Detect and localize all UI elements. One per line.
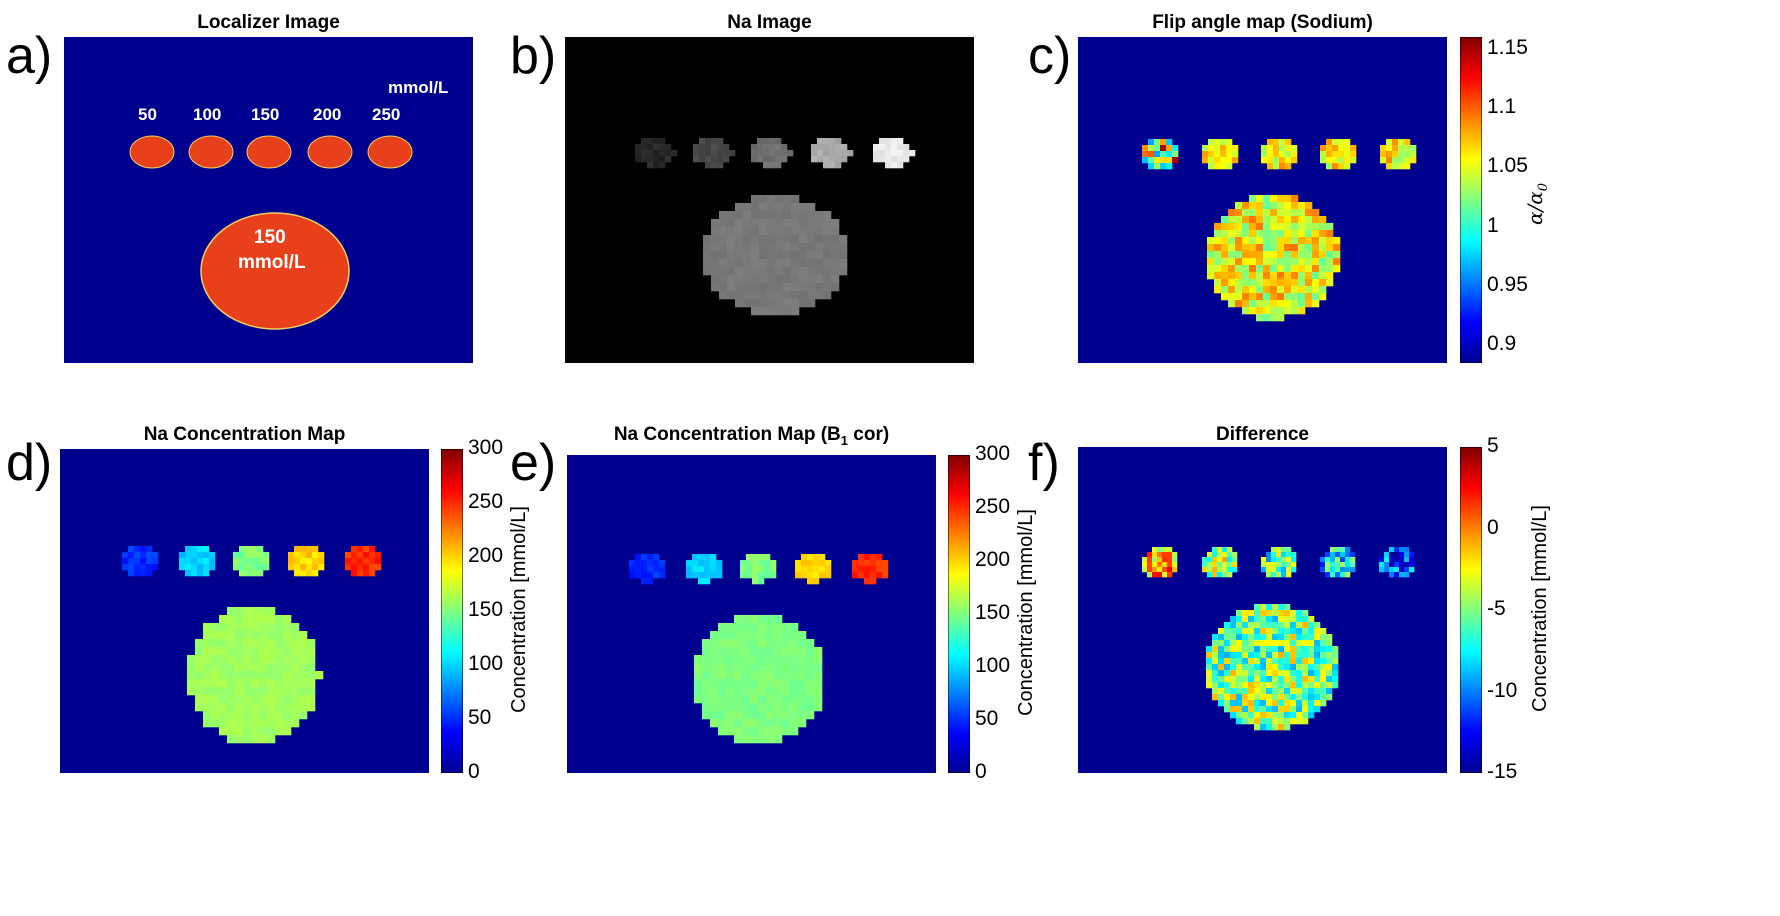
conc-vial	[179, 546, 216, 577]
flip-angle-map	[1078, 37, 1447, 363]
title-localizer: Localizer Image	[197, 12, 340, 33]
conc-b1-vial	[852, 554, 889, 585]
flip-colorbar-tick: 0.9	[1487, 332, 1517, 356]
conc-b1-vial	[795, 554, 832, 585]
title-flip-angle: Flip angle map (Sodium)	[1152, 12, 1373, 33]
localizer-vial	[367, 135, 413, 169]
vial-label-3: 150	[251, 105, 280, 124]
panel-letter-e: e)	[510, 434, 557, 492]
na-conc-colorbar	[441, 449, 463, 773]
diff-colorbar-tick: 0	[1487, 515, 1499, 539]
diff-vial	[1202, 547, 1238, 578]
flip-vial	[1202, 139, 1239, 170]
panel-letter-b: b)	[510, 27, 557, 85]
diff-vial	[1320, 547, 1356, 578]
flip-vial	[1320, 139, 1357, 170]
conc-colorbar-tick: 50	[468, 706, 492, 729]
diff-vial	[1261, 547, 1297, 578]
colorbar-label-e: Concentration [mmol/L]	[1014, 509, 1037, 716]
conc-colorbar-tick: 100	[468, 652, 504, 675]
conc-vial	[288, 546, 325, 577]
title-na-image: Na Image	[727, 12, 812, 33]
na-image	[565, 37, 974, 363]
diff-colorbar-tick: -5	[1487, 597, 1506, 620]
diff-phantom	[1206, 604, 1339, 731]
conc-b1-colorbar-tick: 250	[975, 495, 1011, 518]
vial-label-2: 100	[193, 105, 222, 124]
conc-colorbar-tick: 300	[468, 436, 504, 459]
title-na-conc: Na Concentration Map	[143, 424, 346, 445]
conc-b1-colorbar-tick: 300	[975, 442, 1011, 465]
panel-letter-c: c)	[1028, 27, 1072, 85]
na-conc-b1-colorbar	[948, 455, 970, 773]
na-conc-map-b1	[567, 455, 936, 773]
vial-label-5: 250	[372, 105, 401, 124]
phantom-label-value: 150	[254, 227, 286, 248]
diff-colorbar-tick: -15	[1487, 760, 1518, 783]
difference-map	[1078, 447, 1447, 773]
localizer-vial	[307, 135, 353, 169]
na-vial	[873, 138, 916, 169]
title-na-conc-b1: Na Concentration Map (B1 cor)	[613, 424, 890, 448]
vial-label-1: 50	[138, 105, 157, 124]
conc-b1-colorbar-tick: 150	[975, 601, 1011, 624]
conc-colorbar-tick: 200	[468, 544, 504, 567]
flip-colorbar-tick: 1.15	[1487, 35, 1528, 59]
flip-colorbar-tick: 1	[1487, 213, 1499, 237]
panel-letter-a: a)	[6, 27, 53, 85]
conc-b1-vial	[629, 554, 666, 585]
difference-colorbar	[1460, 447, 1482, 773]
colorbar-label-flip: α/α0	[1523, 182, 1552, 226]
flip-vial	[1261, 139, 1298, 170]
conc-phantom	[187, 607, 324, 744]
unit-label: mmol/L	[388, 78, 449, 97]
conc-vial	[233, 546, 270, 577]
colorbar-label-f: Concentration [mmol/L]	[1528, 505, 1551, 712]
vial-label-4: 200	[313, 105, 342, 124]
conc-colorbar-tick: 0	[468, 760, 480, 783]
flip-colorbar-tick: 1.1	[1487, 95, 1517, 119]
flip-vial	[1142, 139, 1179, 170]
na-vial	[811, 138, 854, 169]
na-vial	[693, 138, 736, 169]
conc-b1-phantom	[694, 615, 823, 744]
conc-b1-colorbar-tick: 200	[975, 548, 1011, 571]
panel-letter-f: f)	[1028, 434, 1060, 492]
na-vial	[751, 138, 794, 169]
diff-colorbar-tick: -10	[1487, 678, 1518, 702]
na-phantom	[703, 195, 848, 316]
colorbar-label-d: Concentration [mmol/L]	[507, 506, 530, 713]
conc-vial	[345, 546, 382, 577]
localizer-phantom	[200, 212, 350, 330]
conc-b1-colorbar-tick: 100	[975, 654, 1011, 677]
flip-colorbar-tick: 1.05	[1487, 154, 1528, 178]
localizer-image	[64, 37, 473, 363]
conc-colorbar-tick: 250	[468, 490, 504, 513]
conc-b1-colorbar-tick: 0	[975, 760, 987, 783]
flip-colorbar-tick: 0.95	[1487, 272, 1528, 296]
phantom-label-unit: mmol/L	[238, 252, 306, 273]
conc-colorbar-tick: 150	[468, 598, 504, 621]
localizer-vial	[246, 135, 292, 169]
diff-vial	[1379, 547, 1415, 578]
title-difference: Difference	[1216, 424, 1309, 445]
localizer-vial	[129, 135, 175, 169]
conc-b1-colorbar-tick: 50	[975, 707, 999, 730]
conc-b1-vial	[686, 554, 723, 585]
na-vial	[635, 138, 678, 169]
flip-vial	[1380, 139, 1417, 170]
diff-vial	[1142, 547, 1178, 578]
flip-angle-colorbar	[1460, 37, 1482, 363]
localizer-vial	[188, 135, 234, 169]
diff-colorbar-tick: 5	[1487, 434, 1499, 457]
conc-b1-vial	[740, 554, 777, 585]
na-conc-map	[60, 449, 429, 773]
conc-vial	[122, 546, 159, 577]
flip-phantom	[1207, 195, 1341, 322]
panel-letter-d: d)	[6, 434, 53, 492]
